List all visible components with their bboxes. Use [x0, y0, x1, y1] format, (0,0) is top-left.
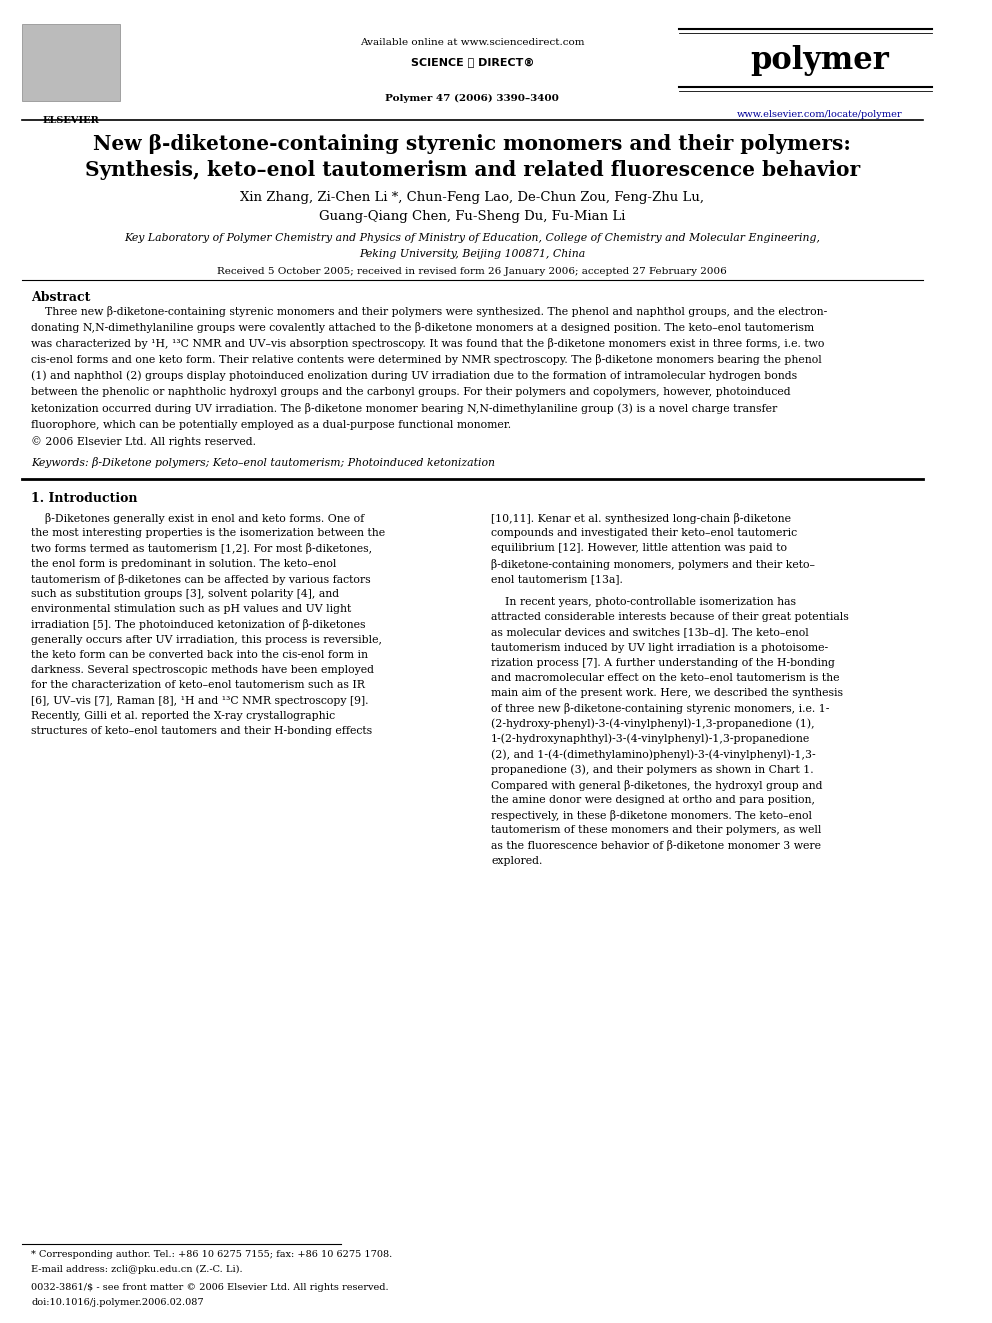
Text: Three new β-diketone-containing styrenic monomers and their polymers were synthe: Three new β-diketone-containing styrenic…	[32, 306, 827, 316]
Bar	[22, 24, 120, 101]
Text: the most interesting properties is the isomerization between the: the most interesting properties is the i…	[32, 528, 386, 538]
Text: (2), and 1-(4-(dimethylamino)phenyl)-3-(4-vinylphenyl)-1,3-: (2), and 1-(4-(dimethylamino)phenyl)-3-(…	[491, 749, 815, 759]
Text: cis-enol forms and one keto form. Their relative contents were determined by NMR: cis-enol forms and one keto form. Their …	[32, 355, 822, 365]
Text: generally occurs after UV irradiation, this process is reversible,: generally occurs after UV irradiation, t…	[32, 635, 382, 644]
Text: 0032-3861/$ - see front matter © 2006 Elsevier Ltd. All rights reserved.: 0032-3861/$ - see front matter © 2006 El…	[32, 1283, 389, 1293]
Text: was characterized by ¹H, ¹³C NMR and UV–vis absorption spectroscopy. It was foun: was characterized by ¹H, ¹³C NMR and UV–…	[32, 339, 824, 349]
Text: Polymer 47 (2006) 3390–3400: Polymer 47 (2006) 3390–3400	[385, 94, 559, 103]
Text: © 2006 Elsevier Ltd. All rights reserved.: © 2006 Elsevier Ltd. All rights reserved…	[32, 435, 256, 447]
Text: Peking University, Beijing 100871, China: Peking University, Beijing 100871, China	[359, 249, 585, 259]
Text: Abstract: Abstract	[32, 291, 90, 304]
Text: [10,11]. Kenar et al. synthesized long-chain β-diketone: [10,11]. Kenar et al. synthesized long-c…	[491, 513, 791, 524]
Text: environmental stimulation such as pH values and UV light: environmental stimulation such as pH val…	[32, 605, 351, 614]
Text: enol tautomerism [13a].: enol tautomerism [13a].	[491, 574, 623, 583]
Text: attracted considerable interests because of their great potentials: attracted considerable interests because…	[491, 613, 849, 622]
Text: for the characterization of keto–enol tautomerism such as IR: for the characterization of keto–enol ta…	[32, 680, 365, 691]
Text: Compared with general β-diketones, the hydroxyl group and: Compared with general β-diketones, the h…	[491, 779, 822, 791]
Text: β-Diketones generally exist in enol and keto forms. One of: β-Diketones generally exist in enol and …	[32, 513, 365, 524]
Text: rization process [7]. A further understanding of the H-bonding: rization process [7]. A further understa…	[491, 658, 835, 668]
Text: explored.: explored.	[491, 856, 543, 865]
Text: such as substitution groups [3], solvent polarity [4], and: such as substitution groups [3], solvent…	[32, 589, 339, 599]
Text: www.elsevier.com/locate/polymer: www.elsevier.com/locate/polymer	[737, 110, 903, 119]
Text: respectively, in these β-diketone monomers. The keto–enol: respectively, in these β-diketone monome…	[491, 810, 812, 822]
Text: between the phenolic or naphtholic hydroxyl groups and the carbonyl groups. For : between the phenolic or naphtholic hydro…	[32, 386, 791, 397]
Text: 1-(2-hydroxynaphthyl)-3-(4-vinylphenyl)-1,3-propanedione: 1-(2-hydroxynaphthyl)-3-(4-vinylphenyl)-…	[491, 734, 810, 745]
Text: In recent years, photo-controllable isomerization has: In recent years, photo-controllable isom…	[491, 597, 797, 607]
Text: structures of keto–enol tautomers and their H-bonding effects: structures of keto–enol tautomers and th…	[32, 726, 372, 736]
Text: of three new β-diketone-containing styrenic monomers, i.e. 1-: of three new β-diketone-containing styre…	[491, 704, 829, 714]
Text: Guang-Qiang Chen, Fu-Sheng Du, Fu-Mian Li: Guang-Qiang Chen, Fu-Sheng Du, Fu-Mian L…	[319, 210, 626, 224]
Text: tautomerism induced by UV light irradiation is a photoisome-: tautomerism induced by UV light irradiat…	[491, 643, 828, 652]
Text: ketonization occurred during UV irradiation. The β-diketone monomer bearing N,N-: ketonization occurred during UV irradiat…	[32, 404, 778, 414]
Text: Key Laboratory of Polymer Chemistry and Physics of Ministry of Education, Colleg: Key Laboratory of Polymer Chemistry and …	[124, 233, 820, 243]
Text: SCIENCE ⓐ DIRECT®: SCIENCE ⓐ DIRECT®	[411, 58, 534, 69]
Text: [6], UV–vis [7], Raman [8], ¹H and ¹³C NMR spectroscopy [9].: [6], UV–vis [7], Raman [8], ¹H and ¹³C N…	[32, 696, 369, 705]
Text: the keto form can be converted back into the cis-enol form in: the keto form can be converted back into…	[32, 650, 368, 660]
Text: the amine donor were designed at ortho and para position,: the amine donor were designed at ortho a…	[491, 795, 815, 804]
Text: * Corresponding author. Tel.: +86 10 6275 7155; fax: +86 10 6275 1708.: * Corresponding author. Tel.: +86 10 627…	[32, 1250, 393, 1259]
Text: tautomerism of these monomers and their polymers, as well: tautomerism of these monomers and their …	[491, 826, 821, 835]
Text: polymer: polymer	[750, 45, 889, 75]
Text: Recently, Gilli et al. reported the X-ray crystallographic: Recently, Gilli et al. reported the X-ra…	[32, 710, 335, 721]
Text: and macromolecular effect on the keto–enol tautomerism is the: and macromolecular effect on the keto–en…	[491, 673, 839, 683]
Text: Keywords: β-Diketone polymers; Keto–enol tautomerism; Photoinduced ketonization: Keywords: β-Diketone polymers; Keto–enol…	[32, 458, 495, 468]
Text: Xin Zhang, Zi-Chen Li *, Chun-Feng Lao, De-Chun Zou, Feng-Zhu Lu,: Xin Zhang, Zi-Chen Li *, Chun-Feng Lao, …	[240, 191, 704, 204]
Text: equilibrium [12]. However, little attention was paid to: equilibrium [12]. However, little attent…	[491, 544, 787, 553]
Text: Available online at www.sciencedirect.com: Available online at www.sciencedirect.co…	[360, 38, 584, 48]
Text: donating N,N-dimethylaniline groups were covalently attached to the β-diketone m: donating N,N-dimethylaniline groups were…	[32, 321, 814, 333]
Text: (2-hydroxy-phenyl)-3-(4-vinylphenyl)-1,3-propanedione (1),: (2-hydroxy-phenyl)-3-(4-vinylphenyl)-1,3…	[491, 718, 814, 729]
Text: as molecular devices and switches [13b–d]. The keto–enol: as molecular devices and switches [13b–d…	[491, 627, 808, 638]
Text: compounds and investigated their keto–enol tautomeric: compounds and investigated their keto–en…	[491, 528, 798, 538]
Text: Received 5 October 2005; received in revised form 26 January 2006; accepted 27 F: Received 5 October 2005; received in rev…	[217, 267, 727, 277]
Text: darkness. Several spectroscopic methods have been employed: darkness. Several spectroscopic methods …	[32, 665, 374, 675]
Text: E-mail address: zcli@pku.edu.cn (Z.-C. Li).: E-mail address: zcli@pku.edu.cn (Z.-C. L…	[32, 1265, 243, 1274]
Text: 1. Introduction: 1. Introduction	[32, 492, 138, 505]
Text: ELSEVIER: ELSEVIER	[43, 116, 99, 126]
Text: irradiation [5]. The photoinduced ketonization of β-diketones: irradiation [5]. The photoinduced ketoni…	[32, 619, 366, 631]
Text: β-diketone-containing monomers, polymers and their keto–: β-diketone-containing monomers, polymers…	[491, 558, 815, 570]
Text: New β-diketone-containing styrenic monomers and their polymers:: New β-diketone-containing styrenic monom…	[93, 134, 851, 153]
Text: doi:10.1016/j.polymer.2006.02.087: doi:10.1016/j.polymer.2006.02.087	[32, 1298, 204, 1307]
Text: main aim of the present work. Here, we described the synthesis: main aim of the present work. Here, we d…	[491, 688, 843, 699]
Text: fluorophore, which can be potentially employed as a dual-purpose functional mono: fluorophore, which can be potentially em…	[32, 419, 512, 430]
Text: (1) and naphthol (2) groups display photoinduced enolization during UV irradiati: (1) and naphthol (2) groups display phot…	[32, 370, 798, 381]
Text: two forms termed as tautomerism [1,2]. For most β-diketones,: two forms termed as tautomerism [1,2]. F…	[32, 544, 372, 554]
Text: tautomerism of β-diketones can be affected by various factors: tautomerism of β-diketones can be affect…	[32, 574, 371, 585]
Text: propanedione (3), and their polymers as shown in Chart 1.: propanedione (3), and their polymers as …	[491, 765, 813, 775]
Text: as the fluorescence behavior of β-diketone monomer 3 were: as the fluorescence behavior of β-diketo…	[491, 840, 821, 852]
Text: Synthesis, keto–enol tautomerism and related fluorescence behavior: Synthesis, keto–enol tautomerism and rel…	[84, 160, 860, 180]
Text: the enol form is predominant in solution. The keto–enol: the enol form is predominant in solution…	[32, 558, 336, 569]
